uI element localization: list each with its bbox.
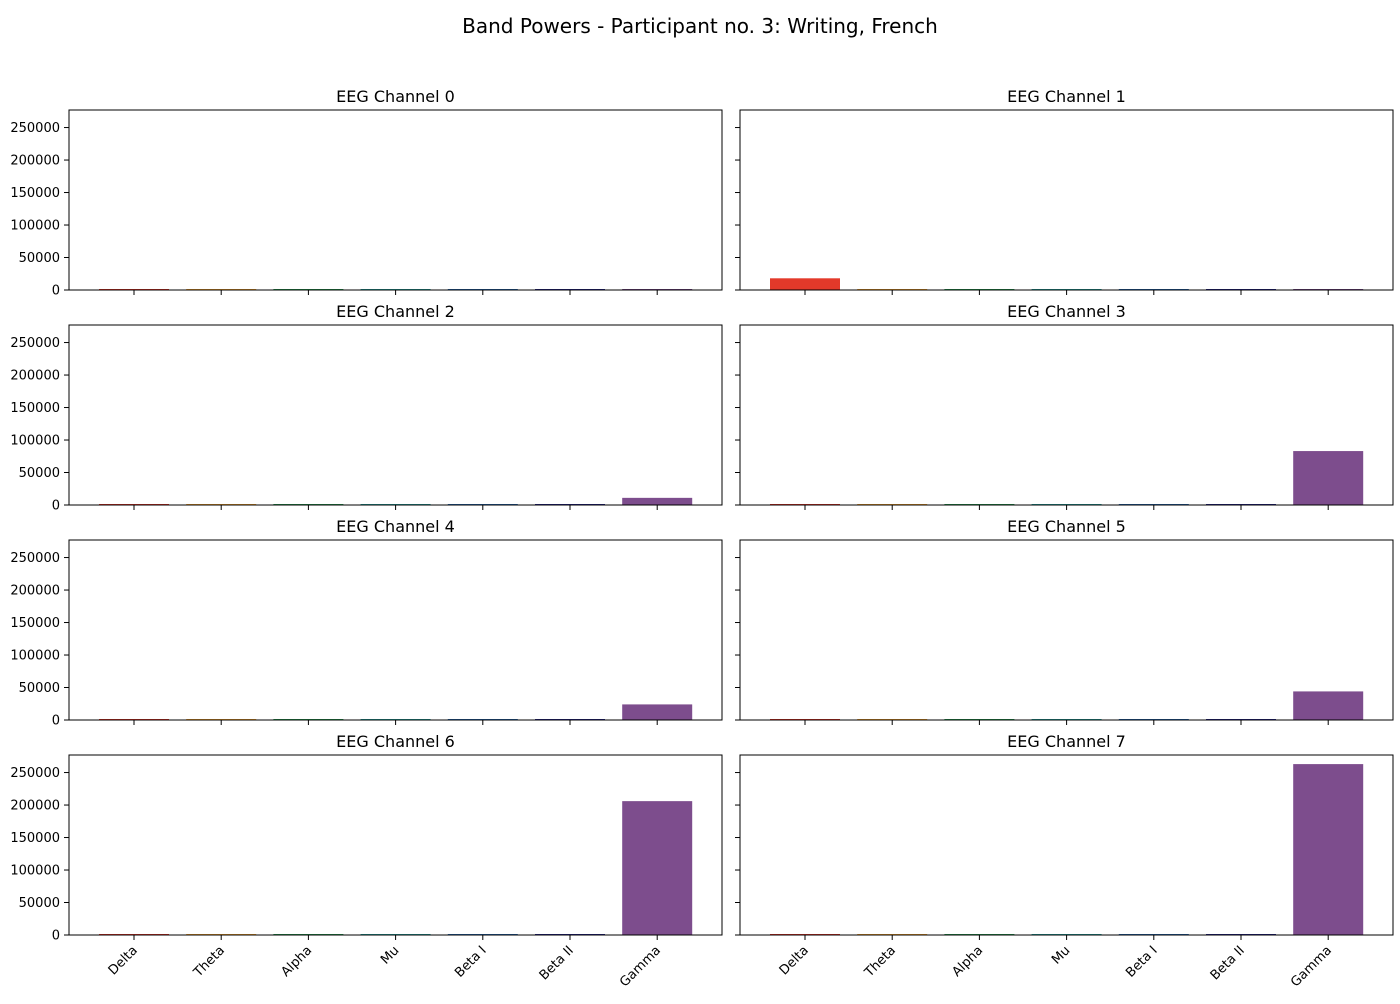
y-tick-label: 100000 — [10, 649, 60, 664]
bar-gamma — [1293, 451, 1364, 505]
subplot-title: EEG Channel 4 — [336, 517, 455, 536]
y-tick-label: 50000 — [19, 896, 60, 911]
figure-title: Band Powers - Participant no. 3: Writing… — [462, 14, 938, 38]
subplot-channel-6: EEG Channel 6 0 50000 100000 150000 200000 250… — [10, 732, 723, 990]
axes-frame — [68, 539, 723, 721]
x-tick-label: Beta I — [452, 943, 489, 980]
x-tick-label: Beta II — [537, 943, 577, 983]
y-tick-label: 50000 — [19, 251, 60, 266]
bar-gamma — [1293, 691, 1364, 720]
y-tick-label: 100000 — [10, 219, 60, 234]
y-tick-label: 150000 — [10, 401, 60, 416]
subplot-channel-2: EEG Channel 2 0 50000 100000 150000 200000 250… — [10, 302, 723, 514]
axes-frame — [68, 324, 723, 506]
y-tick-label: 150000 — [10, 616, 60, 631]
x-tick-label: Theta — [190, 943, 228, 981]
y-tick-label: 200000 — [10, 799, 60, 814]
x-tick-label: Delta — [777, 943, 812, 978]
subplot-channel-1: EEG Channel 1 — [735, 87, 1394, 295]
axes-frame — [68, 109, 723, 291]
x-tick-label: Mu — [378, 943, 402, 967]
y-tick-label: 150000 — [10, 831, 60, 846]
x-tick-label: Theta — [861, 943, 899, 981]
bar-gamma — [1293, 764, 1364, 935]
bar-delta — [770, 278, 840, 290]
subplot-channel-5: EEG Channel 5 — [735, 517, 1394, 725]
y-tick-label: 0 — [52, 284, 60, 299]
bar-gamma — [622, 704, 693, 720]
x-tick-label: Delta — [106, 943, 141, 978]
subplot-title: EEG Channel 0 — [336, 87, 455, 106]
y-tick-label: 0 — [52, 499, 60, 514]
x-tick-label: Beta I — [1123, 943, 1160, 980]
subplot-channel-7: EEG Channel 7 Delta Theta Alpha Mu Beta I Beta… — [735, 732, 1394, 990]
y-tick-label: 250000 — [10, 121, 60, 136]
y-tick-label: 150000 — [10, 186, 60, 201]
subplot-channel-3: EEG Channel 3 — [735, 302, 1394, 510]
y-tick-label: 250000 — [10, 336, 60, 351]
x-tick-label: Beta II — [1208, 943, 1248, 983]
y-tick-label: 100000 — [10, 434, 60, 449]
y-tick-label: 200000 — [10, 154, 60, 169]
axes-frame — [739, 109, 1394, 291]
subplot-title: EEG Channel 7 — [1007, 732, 1126, 751]
subplot-title: EEG Channel 5 — [1007, 517, 1126, 536]
x-tick-label: Alpha — [949, 943, 986, 980]
bar-gamma — [622, 497, 693, 505]
x-tick-label: Gamma — [1288, 943, 1335, 990]
subplot-title: EEG Channel 2 — [336, 302, 455, 321]
subplot-title: EEG Channel 1 — [1007, 87, 1126, 106]
y-tick-label: 200000 — [10, 584, 60, 599]
subplot-title: EEG Channel 3 — [1007, 302, 1126, 321]
x-tick-label: Mu — [1049, 943, 1073, 967]
y-tick-label: 0 — [52, 929, 60, 944]
subplot-title: EEG Channel 6 — [336, 732, 455, 751]
y-tick-label: 250000 — [10, 766, 60, 781]
bar-gamma — [622, 801, 693, 935]
y-tick-label: 50000 — [19, 681, 60, 696]
y-tick-label: 100000 — [10, 864, 60, 879]
y-tick-label: 50000 — [19, 466, 60, 481]
x-tick-label: Gamma — [617, 943, 664, 990]
subplot-channel-0: EEG Channel 0 0 50000 100000 150000 200000 250… — [10, 87, 723, 299]
y-tick-label: 250000 — [10, 551, 60, 566]
x-tick-label: Alpha — [278, 943, 315, 980]
y-tick-label: 200000 — [10, 369, 60, 384]
y-tick-label: 0 — [52, 714, 60, 729]
subplot-channel-4: EEG Channel 4 0 50000 100000 150000 200000 250… — [10, 517, 723, 729]
